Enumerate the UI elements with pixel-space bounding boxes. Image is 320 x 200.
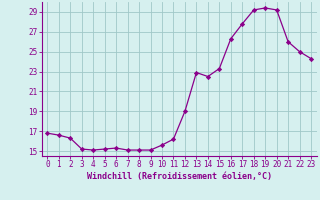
X-axis label: Windchill (Refroidissement éolien,°C): Windchill (Refroidissement éolien,°C) (87, 172, 272, 181)
